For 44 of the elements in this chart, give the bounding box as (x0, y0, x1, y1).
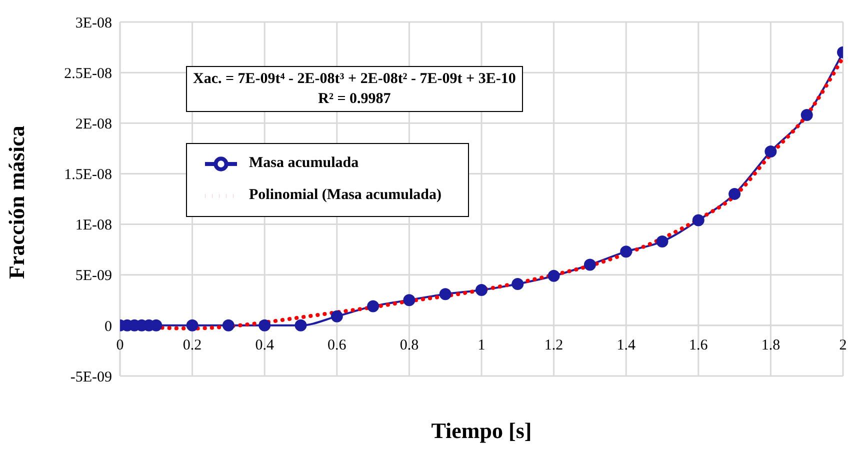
point (728, 188, 741, 200)
y-axis-title: Fracción másica (4, 126, 29, 279)
point (692, 214, 704, 226)
equation-box: Xac. = 7E-09t⁴ - 2E-08t³ + 2E-08t² - 7E-09t + 3E-10 R² = 0.9987 (186, 66, 523, 112)
y-tick-label: 1E-08 (75, 218, 112, 234)
point (403, 294, 416, 306)
point (367, 300, 380, 312)
x-tick-label: 0 (116, 337, 124, 354)
point (620, 246, 632, 258)
x-tick-label: 1.8 (761, 337, 780, 354)
x-tick-label: 1 (478, 337, 486, 354)
point (294, 319, 307, 332)
y-tick-label: 1.5E-08 (64, 167, 112, 184)
point (764, 145, 777, 158)
point (222, 319, 234, 332)
x-tick-label: 0.6 (328, 337, 347, 354)
point (330, 310, 343, 322)
point (656, 235, 668, 248)
y-tick-label: 5E-09 (75, 268, 112, 284)
point (584, 258, 596, 271)
x-tick-label: 2 (839, 337, 847, 354)
x-tick-label: 0.2 (182, 337, 202, 354)
x-axis-title: Tiempo [s] (431, 418, 532, 443)
x-tick-label: 0.4 (255, 337, 274, 354)
annotation: R² = 0.9987 (317, 90, 392, 109)
x-tick-label: 1.2 (544, 337, 564, 354)
point (258, 319, 271, 332)
legend-label: Polinomial (Masa acumulada) (249, 187, 442, 204)
y-tick-label: 2.5E-08 (64, 66, 112, 82)
point (512, 278, 524, 290)
point (800, 109, 813, 122)
legend-label: Masa acumulada (249, 155, 359, 172)
annotation: Xac. = 7E-09t⁴ - 2E-08t³ + 2E-08t² - 7E-09t + 3E-10 (193, 70, 516, 89)
y-tick-label: 2E-08 (75, 116, 112, 132)
x-tick-label: 1.4 (616, 337, 636, 354)
x-tick-label: 1.6 (689, 337, 708, 354)
point (439, 288, 452, 300)
point (548, 270, 560, 282)
x-tick-label: 0.8 (400, 337, 419, 354)
y-tick-label: 0 (104, 318, 112, 335)
point (476, 284, 488, 296)
y-tick-label: 3E-08 (75, 15, 112, 32)
y-tick-label: -5E-09 (70, 369, 112, 386)
point (186, 319, 198, 332)
